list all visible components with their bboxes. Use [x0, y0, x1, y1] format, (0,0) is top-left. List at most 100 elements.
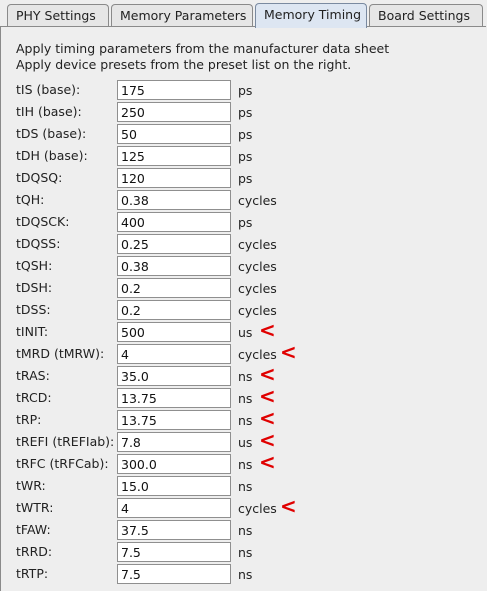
- param-unit-trtp: ns: [238, 567, 253, 582]
- param-input-tqsh[interactable]: [117, 256, 231, 276]
- param-label-tds: tDS (base):: [16, 126, 87, 141]
- param-input-tqh[interactable]: [117, 190, 231, 210]
- param-label-tqh: tQH:: [16, 192, 45, 207]
- param-unit-tdsh: cycles: [238, 281, 277, 296]
- param-input-twtr[interactable]: [117, 498, 231, 518]
- param-row-tras: tRAS: ns <: [1, 362, 487, 388]
- param-row-trfc: tRFC (tRFCab): ns <: [1, 450, 487, 476]
- red-arrow-marker-icon: <: [259, 406, 276, 430]
- param-unit-tras: ns: [238, 369, 253, 384]
- red-arrow-marker-icon: <: [259, 428, 276, 452]
- param-input-tdh[interactable]: [117, 146, 231, 166]
- param-input-tds[interactable]: [117, 124, 231, 144]
- param-unit-trrd: ns: [238, 545, 253, 560]
- param-input-trcd[interactable]: [117, 388, 231, 408]
- param-input-tih[interactable]: [117, 102, 231, 122]
- description-line-1: Apply timing parameters from the manufac…: [16, 41, 390, 56]
- param-label-tdqss: tDQSS:: [16, 236, 61, 251]
- param-row-tdqss: tDQSS: cycles: [1, 234, 487, 256]
- param-label-tih: tIH (base):: [16, 104, 82, 119]
- param-row-trtp: tRTP: ns: [1, 564, 487, 586]
- param-row-tds: tDS (base): ps: [1, 124, 487, 146]
- param-row-trefi: tREFI (tREFIab): us <: [1, 428, 487, 454]
- param-label-tdsh: tDSH:: [16, 280, 53, 295]
- param-unit-tqsh: cycles: [238, 259, 277, 274]
- param-row-trp: tRP: ns <: [1, 406, 487, 432]
- param-unit-trcd: ns: [238, 391, 253, 406]
- param-unit-twr: ns: [238, 479, 253, 494]
- param-row-trrd: tRRD: ns: [1, 542, 487, 564]
- param-label-trtp: tRTP:: [16, 566, 49, 581]
- param-input-tdss[interactable]: [117, 300, 231, 320]
- param-label-tdh: tDH (base):: [16, 148, 88, 163]
- param-row-tdss: tDSS: cycles: [1, 300, 487, 322]
- tab-board-settings[interactable]: Board Settings: [369, 4, 483, 26]
- param-unit-tfaw: ns: [238, 523, 253, 538]
- param-label-tis: tIS (base):: [16, 82, 81, 97]
- param-row-tis: tIS (base): ps: [1, 80, 487, 102]
- param-label-trrd: tRRD:: [16, 544, 53, 559]
- description-line-2: Apply device presets from the preset lis…: [16, 57, 352, 72]
- tab-bar: PHY Settings Memory Parameters Memory Ti…: [0, 0, 487, 28]
- red-arrow-marker-icon: <: [280, 494, 297, 518]
- tab-memory-timing[interactable]: Memory Timing: [255, 3, 367, 28]
- param-row-twr: tWR: ns: [1, 476, 487, 498]
- param-label-trp: tRP:: [16, 412, 42, 427]
- param-label-tqsh: tQSH:: [16, 258, 53, 273]
- param-input-twr[interactable]: [117, 476, 231, 496]
- param-unit-tdqss: cycles: [238, 237, 277, 252]
- param-input-tdsh[interactable]: [117, 278, 231, 298]
- param-unit-tds: ps: [238, 127, 253, 142]
- param-label-tinit: tINIT:: [16, 324, 49, 339]
- param-input-trefi[interactable]: [117, 432, 231, 452]
- param-row-tinit: tINIT: us <: [1, 318, 487, 344]
- param-label-tdqsq: tDQSQ:: [16, 170, 63, 185]
- red-arrow-marker-icon: <: [259, 362, 276, 386]
- param-row-tqh: tQH: cycles: [1, 190, 487, 212]
- red-arrow-marker-icon: <: [259, 318, 276, 342]
- param-label-tfaw: tFAW:: [16, 522, 51, 537]
- param-unit-trfc: ns: [238, 457, 253, 472]
- param-input-tmrd[interactable]: [117, 344, 231, 364]
- red-arrow-marker-icon: <: [280, 340, 297, 364]
- tab-phy-settings[interactable]: PHY Settings: [7, 4, 109, 26]
- param-unit-tinit: us: [238, 325, 253, 340]
- param-label-tras: tRAS:: [16, 368, 50, 383]
- description: Apply timing parameters from the manufac…: [16, 41, 389, 73]
- param-label-trfc: tRFC (tRFCab):: [16, 456, 109, 471]
- param-label-tdqsck: tDQSCK:: [16, 214, 70, 229]
- param-label-twr: tWR:: [16, 478, 46, 493]
- param-label-twtr: tWTR:: [16, 500, 54, 515]
- param-input-tdqsq[interactable]: [117, 168, 231, 188]
- param-unit-tis: ps: [238, 83, 253, 98]
- param-unit-tdh: ps: [238, 149, 253, 164]
- param-input-tdqss[interactable]: [117, 234, 231, 254]
- param-row-tqsh: tQSH: cycles: [1, 256, 487, 278]
- param-row-tih: tIH (base): ps: [1, 102, 487, 124]
- param-row-tdsh: tDSH: cycles: [1, 278, 487, 300]
- param-label-trefi: tREFI (tREFIab):: [16, 434, 115, 449]
- param-input-trrd[interactable]: [117, 542, 231, 562]
- param-unit-tmrd: cycles: [238, 347, 277, 362]
- param-input-tis[interactable]: [117, 80, 231, 100]
- param-input-trp[interactable]: [117, 410, 231, 430]
- param-input-tras[interactable]: [117, 366, 231, 386]
- tab-memory-parameters[interactable]: Memory Parameters: [111, 4, 253, 26]
- param-row-tdh: tDH (base): ps: [1, 146, 487, 168]
- param-unit-tih: ps: [238, 105, 253, 120]
- param-input-tdqsck[interactable]: [117, 212, 231, 232]
- param-input-trfc[interactable]: [117, 454, 231, 474]
- param-input-tfaw[interactable]: [117, 520, 231, 540]
- param-label-tmrd: tMRD (tMRW):: [16, 346, 105, 361]
- param-row-tdqsq: tDQSQ: ps: [1, 168, 487, 190]
- memory-timing-panel: Apply timing parameters from the manufac…: [0, 26, 486, 591]
- red-arrow-marker-icon: <: [259, 450, 276, 474]
- param-input-tinit[interactable]: [117, 322, 231, 342]
- param-input-trtp[interactable]: [117, 564, 231, 584]
- param-row-twtr: tWTR: cycles<: [1, 494, 487, 520]
- param-unit-tdss: cycles: [238, 303, 277, 318]
- param-unit-trefi: us: [238, 435, 253, 450]
- param-unit-tqh: cycles: [238, 193, 277, 208]
- param-row-tmrd: tMRD (tMRW): cycles<: [1, 340, 487, 366]
- param-row-trcd: tRCD: ns <: [1, 385, 487, 410]
